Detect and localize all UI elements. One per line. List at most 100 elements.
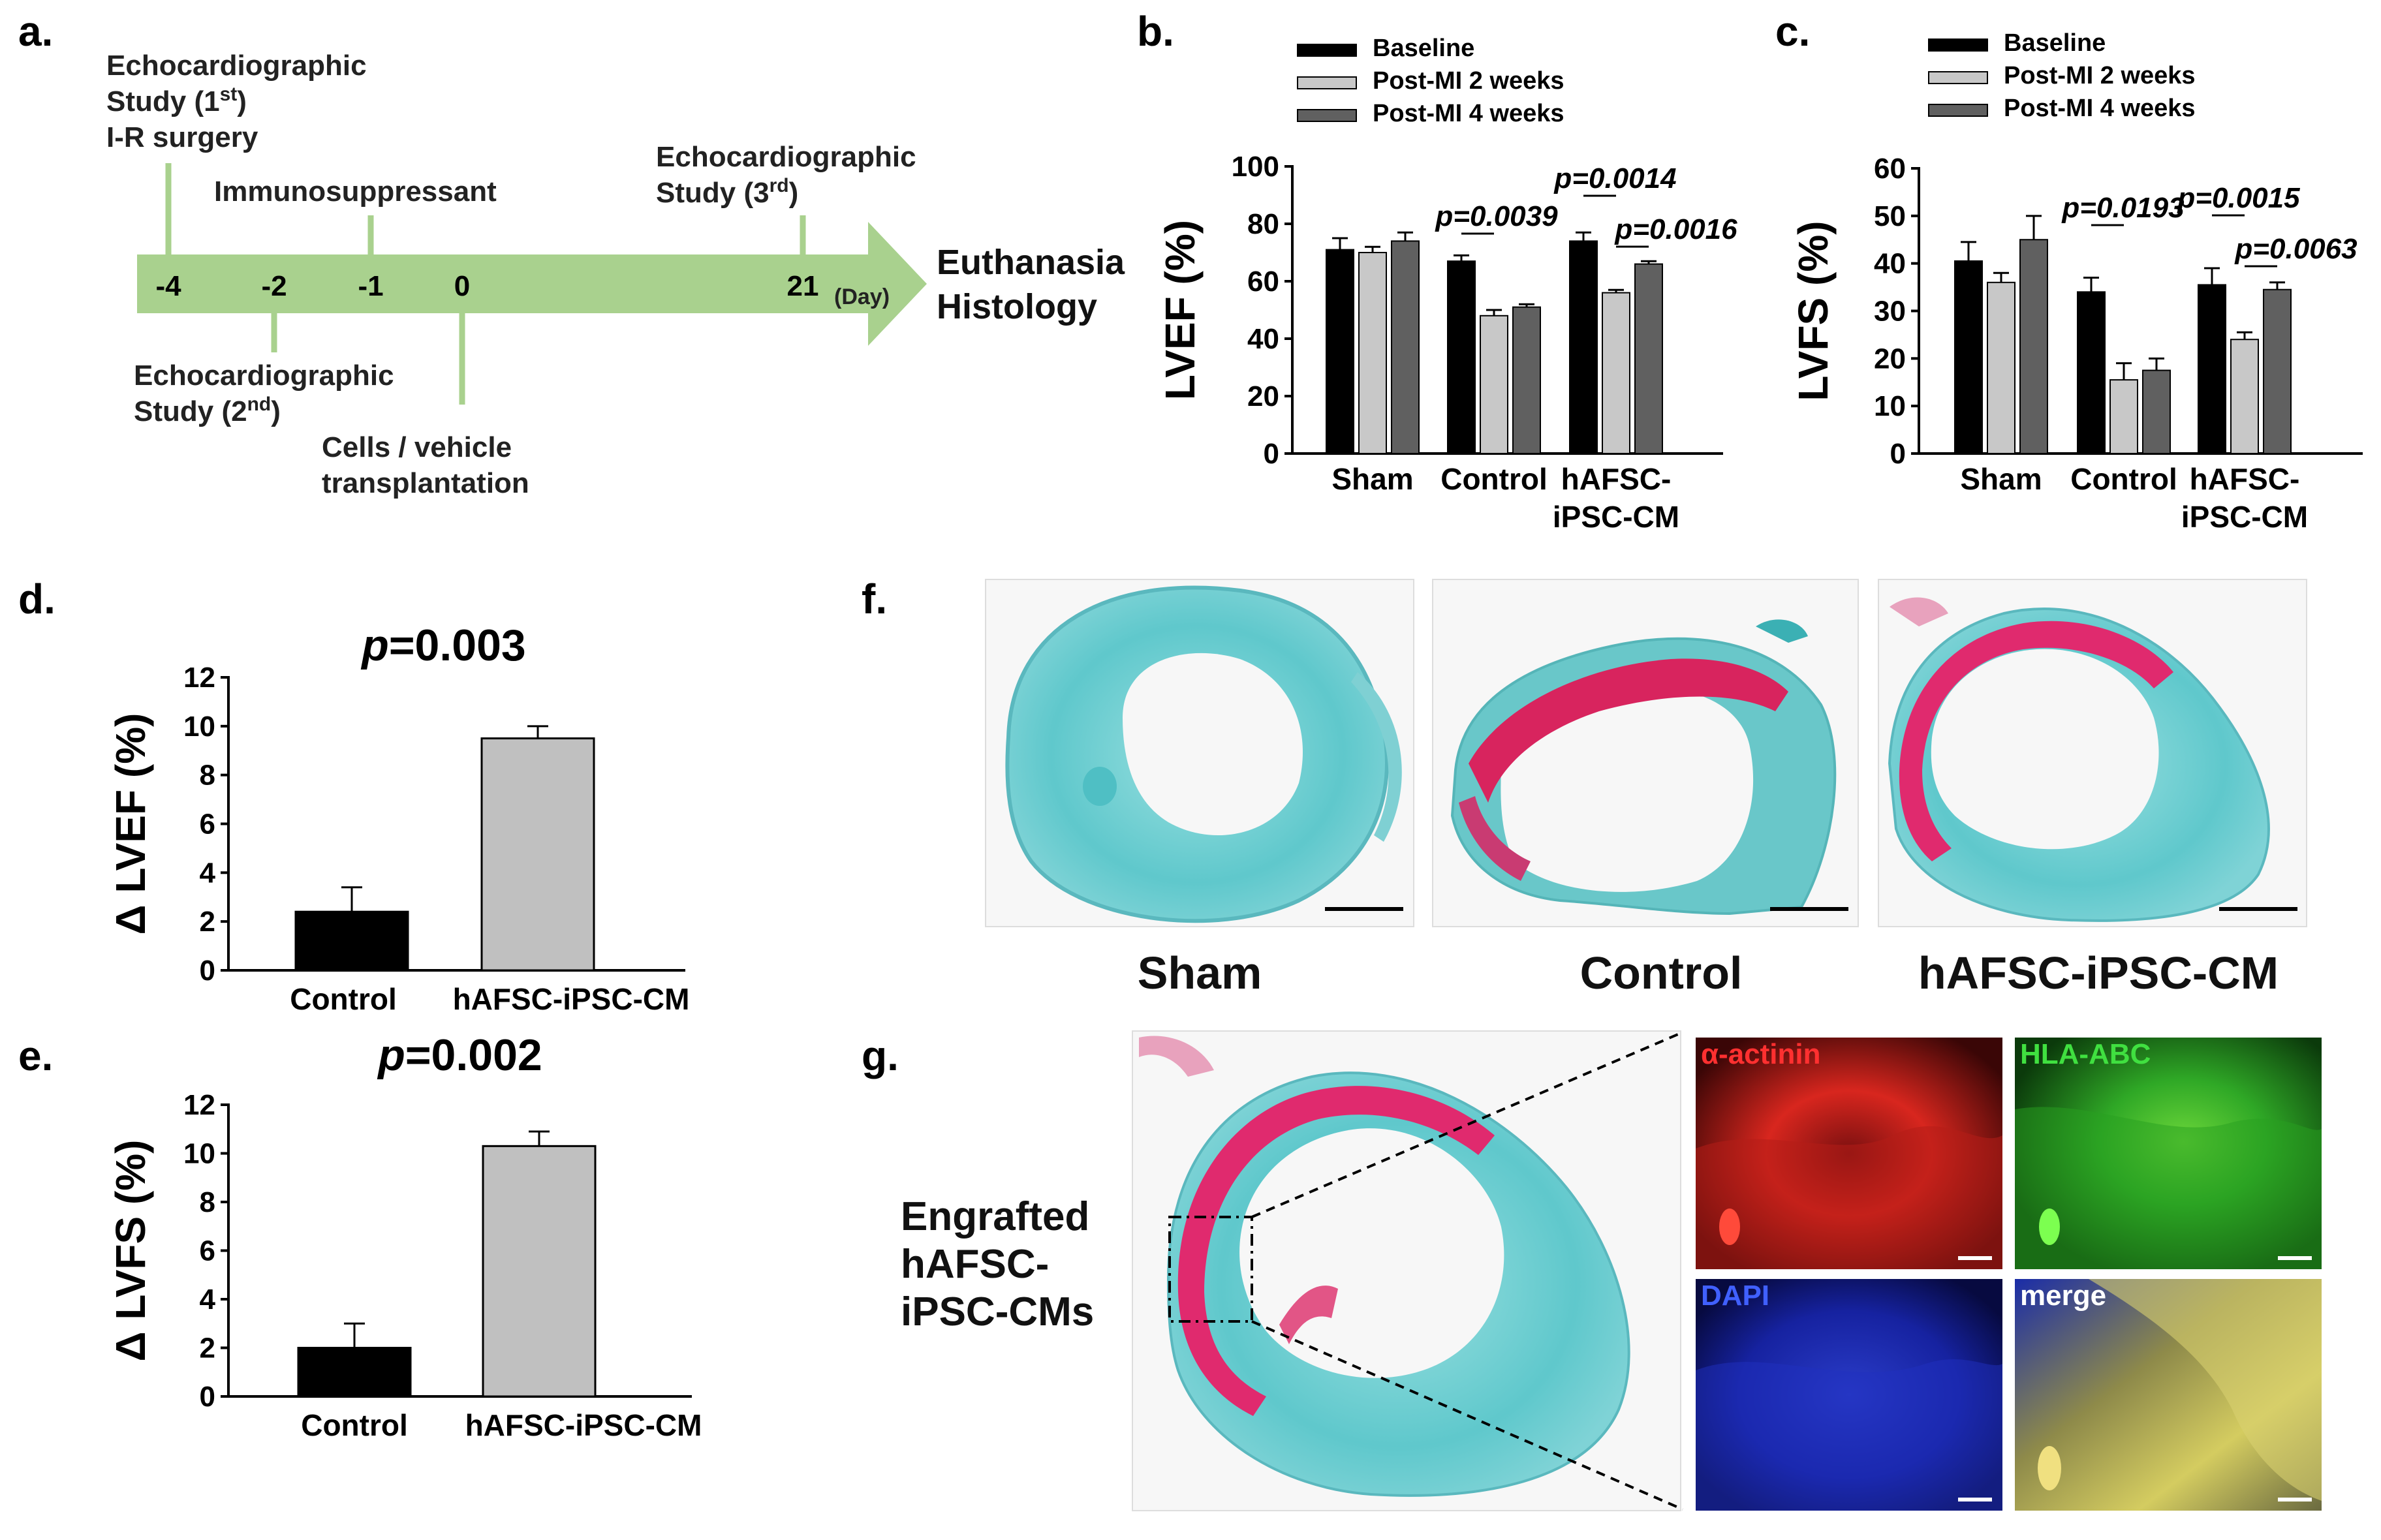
bar <box>1326 249 1354 454</box>
timeline-event-text: Study (3rd) <box>656 175 798 209</box>
timeline-end-label-2: Histology <box>937 287 1097 326</box>
legend-label: Post-MI 2 weeks <box>2004 62 2196 89</box>
timeline-event-text: I-R surgery <box>106 121 258 153</box>
category-label: Control <box>290 982 397 1016</box>
panel-letter-b: b. <box>1137 8 1174 55</box>
y-tick-label: 80 <box>1247 208 1279 240</box>
fluorescence-hla-abc: HLA-ABC <box>2015 1038 2322 1269</box>
category-label: hAFSC-iPSC-CM <box>465 1408 702 1442</box>
zoom-line-bottom <box>1251 1320 1683 1511</box>
p-value-label: p=0.0016 <box>1614 213 1737 245</box>
timeline-tick-label: -4 <box>155 270 181 302</box>
engrafted-label-2: hAFSC- <box>901 1242 1049 1287</box>
timeline-event-text: transplantation <box>322 467 529 499</box>
fluorescence-merge: merge <box>2015 1279 2322 1511</box>
category-label: Control <box>2070 462 2177 496</box>
fluorescence-dapi: DAPI <box>1696 1279 2002 1511</box>
bar <box>1602 292 1630 454</box>
legend-swatch <box>1297 109 1357 122</box>
legend-label: Baseline <box>2004 29 2106 57</box>
y-tick-label: 20 <box>1874 343 1906 375</box>
y-tick-label: 0 <box>200 955 215 987</box>
bar <box>1569 240 1598 454</box>
histology-label-hafsc-ipsc-cm: hAFSC-iPSC-CM <box>1918 947 2279 998</box>
p-value-label: p=0.0193 <box>2061 192 2184 224</box>
bar <box>1447 260 1476 454</box>
panel-letter-f: f. <box>862 576 887 623</box>
bar <box>1391 240 1420 454</box>
y-tick-label: 2 <box>200 906 215 938</box>
category-label: Sham <box>1960 462 2042 496</box>
bar <box>294 910 409 972</box>
timeline-event-text: Echocardiographic <box>656 141 916 173</box>
channel-label-dapi: DAPI <box>1701 1280 1769 1312</box>
y-tick-label: 6 <box>200 1235 215 1267</box>
inset-box <box>1168 1216 1253 1323</box>
panel-letter-a: a. <box>18 8 53 55</box>
bar <box>2077 291 2106 454</box>
bar <box>1634 263 1663 454</box>
timeline-event-text: Echocardiographic <box>134 360 394 392</box>
histology-hafsc-ipsc-cm <box>1878 579 2307 927</box>
timeline-tick-label: -2 <box>261 270 287 302</box>
category-label: iPSC-CM <box>2181 500 2308 534</box>
timeline-tick-label: 21 <box>787 270 819 302</box>
p-value-label: p=0.0063 <box>2234 233 2357 265</box>
y-tick-label: 0 <box>200 1381 215 1413</box>
bar <box>2263 288 2292 454</box>
y-tick-label: 40 <box>1247 323 1279 355</box>
y-axis-label: LVFS (%) <box>1790 221 1837 401</box>
bar <box>2142 369 2171 455</box>
legend-swatch <box>1297 76 1357 89</box>
legend-label: Baseline <box>1373 35 1474 62</box>
legend-swatch <box>1928 71 1988 84</box>
y-tick-label: 30 <box>1874 296 1906 328</box>
y-tick-label: 12 <box>183 662 215 694</box>
engrafted-label-1: Engrafted <box>901 1194 1089 1239</box>
timeline-event-text: Cells / vehicle <box>322 431 512 463</box>
chart-lvef: 0 20 40 60 80 100 LVEF (%) Sham Control hAFSC-iPS… <box>1157 35 1737 534</box>
legend-swatch <box>1928 104 1988 117</box>
y-tick-label: 60 <box>1874 153 1906 185</box>
y-axis-label: Δ LVEF (%) <box>107 713 154 935</box>
y-tick-label: 20 <box>1247 380 1279 412</box>
bar <box>2198 284 2226 454</box>
bar <box>2019 239 2048 454</box>
legend-label: Post-MI 2 weeks <box>1373 67 1564 95</box>
y-tick-label: 12 <box>183 1089 215 1121</box>
category-label: Sham <box>1331 462 1413 496</box>
category-label: hAFSC-iPSC-CM <box>453 982 690 1016</box>
chart-lvfs: 0 10 20 30 40 50 60 LVFS (%) Sham Control hAFSC-iP… <box>1790 29 2363 534</box>
y-tick-label: 6 <box>200 808 215 840</box>
y-tick-label: 4 <box>200 1284 216 1316</box>
histology-control <box>1432 579 1859 927</box>
y-tick-label: 60 <box>1247 266 1279 298</box>
bar <box>1512 306 1541 454</box>
category-label: hAFSC- <box>1561 462 1672 496</box>
fluorescence-alpha-actinin: α-actinin <box>1696 1038 2002 1269</box>
y-tick-label: 8 <box>200 760 215 792</box>
y-tick-label: 4 <box>200 857 216 889</box>
y-tick-label: 2 <box>200 1332 215 1364</box>
bar <box>297 1347 412 1398</box>
legend-swatch <box>1928 38 1988 52</box>
chart-delta-lvfs: 0 2 4 6 8 10 12 Δ LVFS (%) p=0.002 Control hAFSC-i… <box>107 1030 702 1442</box>
bar <box>1954 260 1983 454</box>
panel-letter-e: e. <box>18 1032 53 1079</box>
panel-letter-c: c. <box>1775 8 1810 55</box>
y-tick-label: 100 <box>1232 151 1279 183</box>
y-tick-label: 50 <box>1874 200 1906 232</box>
histology-label-control: Control <box>1580 947 1743 998</box>
p-value-label: p=0.0015 <box>2177 182 2300 214</box>
channel-label-merge: merge <box>2020 1280 2106 1312</box>
bar <box>2230 339 2259 455</box>
timeline-unit: (Day) <box>834 285 890 309</box>
y-tick-label: 0 <box>1264 438 1279 470</box>
engrafted-label-3: iPSC-CMs <box>901 1289 1094 1334</box>
bar <box>1358 252 1387 454</box>
timeline-end-label-1: Euthanasia <box>937 243 1125 282</box>
panel-letter-d: d. <box>18 576 55 623</box>
category-label: iPSC-CM <box>1553 500 1679 534</box>
histology-sham <box>985 579 1414 927</box>
timeline-arrow <box>137 222 927 346</box>
